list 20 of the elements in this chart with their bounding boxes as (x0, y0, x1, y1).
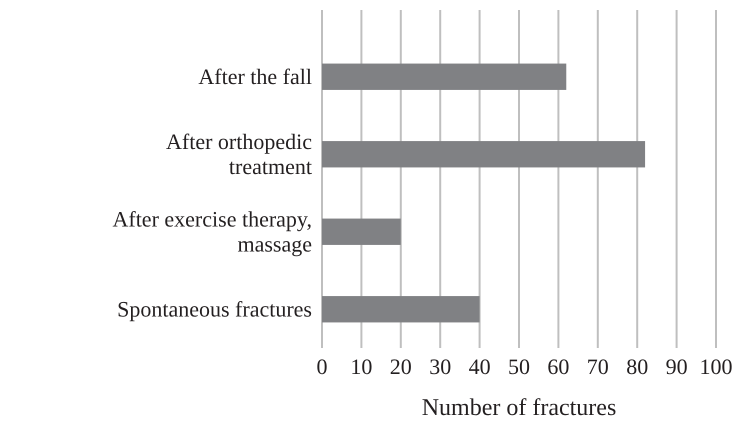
x-tick-label: 20 (390, 354, 412, 379)
bar (322, 296, 480, 322)
x-tick-label: 100 (700, 354, 732, 379)
bar (322, 141, 646, 168)
y-tick-label: After exercise therapy, massage (112, 206, 312, 256)
x-tick-label: 60 (547, 354, 570, 379)
y-tick-label: After orthopedic treatment (166, 128, 312, 179)
x-axis-title: Number of fractures (422, 395, 616, 421)
bar (322, 64, 566, 90)
x-tick-label: 80 (626, 354, 648, 379)
bar (322, 218, 401, 245)
x-tick-label: 40 (468, 354, 491, 379)
y-tick-label: After the fall (198, 64, 312, 89)
x-tick-label: 10 (350, 354, 372, 379)
x-tick-label: 70 (586, 354, 609, 379)
x-tick-label: 0 (316, 354, 328, 379)
y-tick-label: Spontaneous fractures (117, 296, 312, 322)
x-tick-label: 30 (429, 354, 452, 379)
x-tick-label: 50 (508, 354, 530, 379)
x-tick-label: 90 (666, 354, 688, 379)
